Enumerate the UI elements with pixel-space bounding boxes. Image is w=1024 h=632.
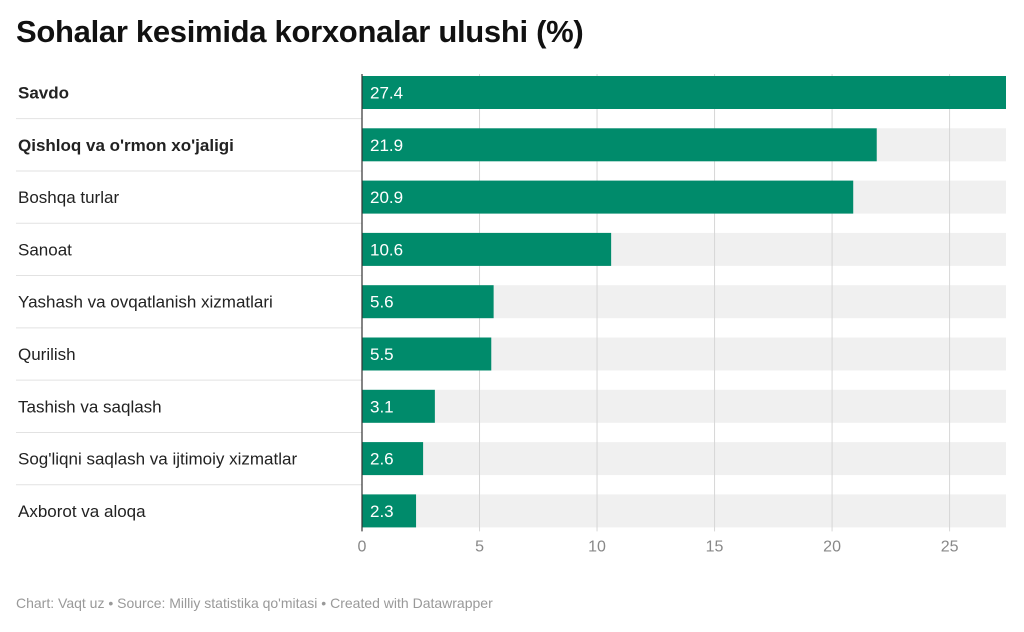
bar (362, 494, 417, 528)
category-label: Axborot va aloqa (18, 502, 146, 521)
x-tick-label: 15 (706, 538, 724, 555)
category-label: Boshqa turlar (18, 188, 119, 207)
bar-value-label: 20.9 (370, 188, 403, 207)
bar-background (362, 494, 1006, 528)
bar-background (362, 442, 1006, 476)
bar-value-label: 2.3 (370, 502, 394, 521)
bar-value-label: 27.4 (370, 84, 403, 103)
bar-value-label: 10.6 (370, 240, 403, 259)
category-label: Qurilish (18, 345, 76, 364)
bar-value-label: 2.6 (370, 450, 394, 469)
bar-value-label: 3.1 (370, 397, 394, 416)
bar-value-label: 5.6 (370, 293, 394, 312)
category-label: Yashash va ovqatlanish xizmatlari (18, 293, 273, 312)
bar (362, 180, 854, 214)
x-tick-label: 20 (823, 538, 841, 555)
bar-background (362, 389, 1006, 423)
category-label: Sog'liqni saqlash va ijtimoiy xizmatlar (18, 450, 297, 469)
chart-footer: Chart: Vaqt uz • Source: Milliy statisti… (16, 595, 493, 611)
x-tick-label: 0 (358, 538, 367, 555)
bar (362, 337, 492, 371)
bar (362, 76, 1006, 109)
bar (362, 285, 494, 319)
category-label: Sanoat (18, 240, 72, 259)
chart-title: Sohalar kesimida korxonalar ulushi (%) (16, 14, 584, 49)
bar-value-label: 5.5 (370, 345, 394, 364)
bar (362, 232, 612, 266)
bar (362, 442, 424, 476)
bar-value-label: 21.9 (370, 136, 403, 155)
x-tick-label: 10 (588, 538, 606, 555)
bar (362, 389, 435, 423)
x-tick-label: 5 (475, 538, 484, 555)
category-label: Tashish va saqlash (18, 397, 162, 416)
category-label: Savdo (18, 84, 69, 103)
x-tick-label: 25 (941, 538, 959, 555)
category-label: Qishloq va o'rmon xo'jaligi (18, 136, 234, 155)
bar (362, 128, 877, 162)
